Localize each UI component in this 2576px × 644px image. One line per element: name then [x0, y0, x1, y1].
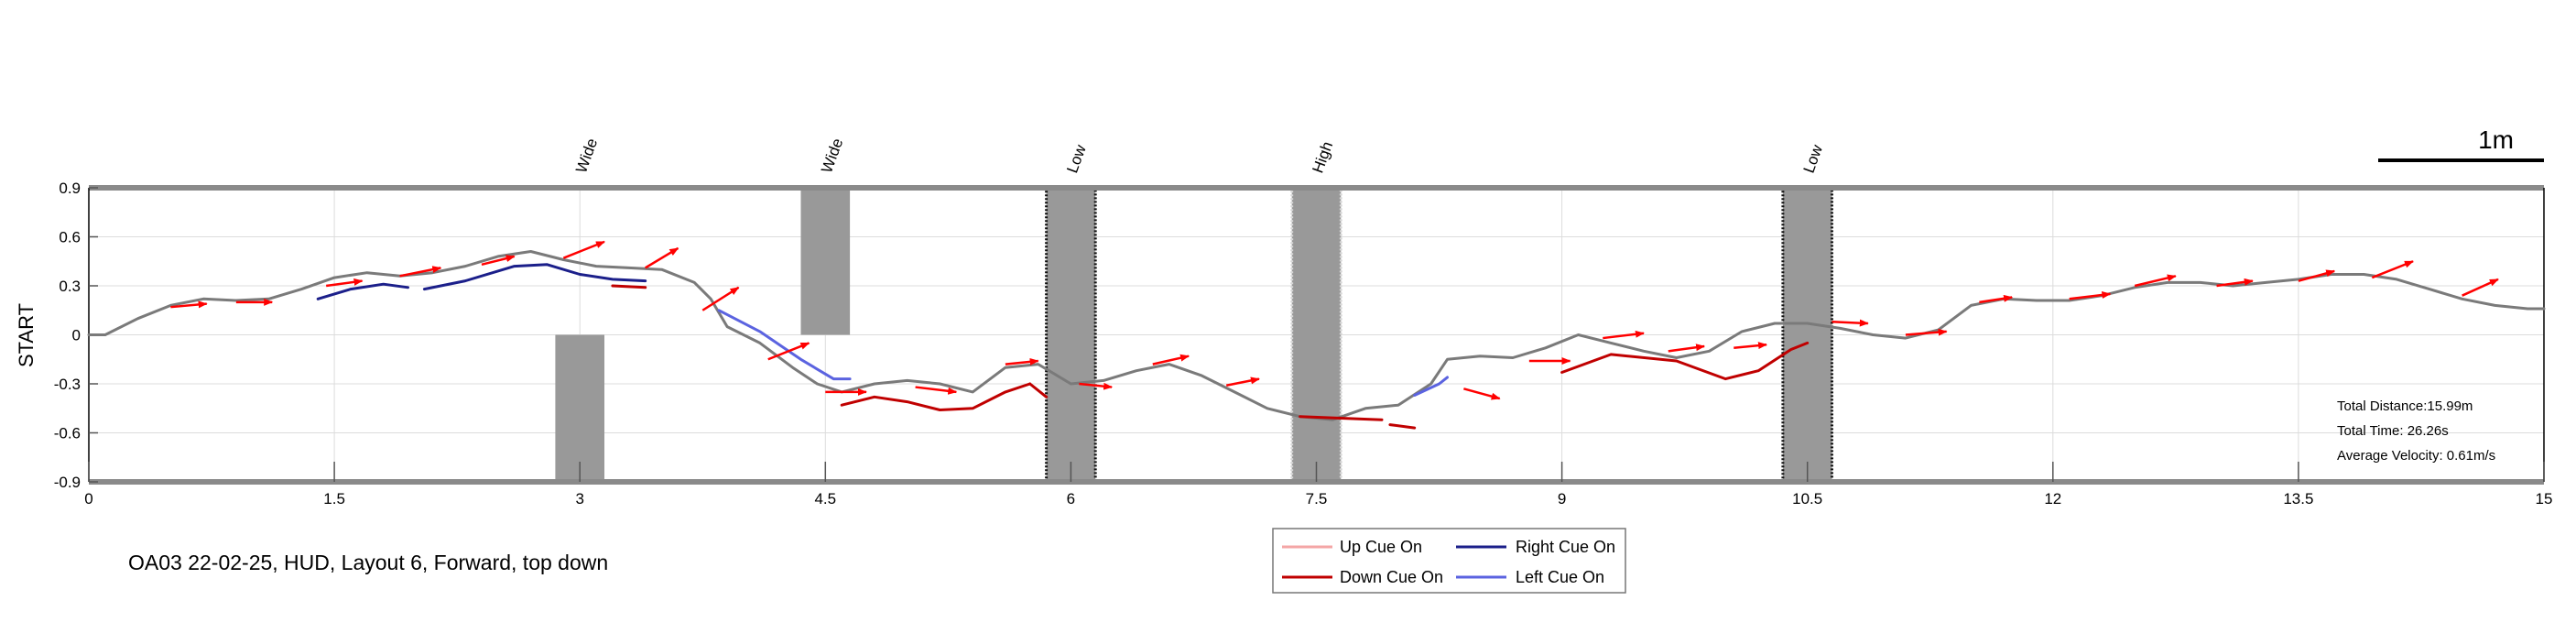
caption: OA03 22-02-25, HUD, Layout 6, Forward, t… [128, 551, 608, 574]
obstacle-label: Low [1063, 142, 1090, 175]
direction-arrow [2216, 278, 2254, 288]
obstacle-wide [800, 188, 851, 335]
cue-segment [611, 284, 647, 289]
obstacle-labels: Wide Wide Low High Low [572, 136, 1826, 175]
direction-arrow [1152, 354, 1190, 366]
stat-total-time: Total Time: 26.26s [2337, 423, 2449, 439]
direction-arrow [1668, 344, 1706, 353]
legend-box [1272, 528, 1626, 594]
y-tick-label: 0 [72, 327, 81, 344]
obstacle-low [1045, 186, 1097, 484]
x-tick-label: 15 [2536, 490, 2553, 508]
direction-arrow [562, 240, 605, 259]
obstacle-label: Wide [572, 136, 601, 175]
cue-segments [316, 263, 1810, 430]
cue-segment [1388, 423, 1417, 430]
direction-arrow [1005, 357, 1039, 366]
direction-arrow [701, 286, 740, 311]
cue-segment [1299, 415, 1384, 421]
direction-arrow [2069, 291, 2112, 300]
scale-bar: 1m [2378, 126, 2544, 162]
direction-arrow [1905, 328, 1948, 336]
direction-arrow [1603, 330, 1645, 340]
y-tick-label: -0.3 [54, 376, 81, 393]
y-tick-label: 0.9 [59, 180, 81, 197]
x-tick-label: 6 [1067, 490, 1075, 508]
obstacle-label: Wide [818, 136, 846, 175]
obstacle-wide [555, 334, 605, 482]
obstacle-label: High [1309, 139, 1336, 175]
direction-arrow [1463, 387, 1501, 400]
direction-arrow [1831, 319, 1869, 327]
x-tick-label: 7.5 [1306, 490, 1328, 508]
legend-item-right: Right Cue On [1456, 538, 1615, 556]
legend-item-up: Up Cue On [1282, 538, 1422, 556]
y-tick-label: 0.6 [59, 229, 81, 246]
x-tick-label: 13.5 [2283, 490, 2313, 508]
direction-arrow [2371, 260, 2414, 279]
cue-segment [1560, 341, 1810, 381]
stats-box: Total Distance:15.99m Total Time: 26.26s… [2337, 398, 2495, 464]
direction-arrow [481, 255, 516, 267]
cue-segment [1028, 382, 1049, 398]
cue-segment [316, 282, 409, 300]
y-tick-labels: 0.9 0.6 0.3 0 -0.3 -0.6 -0.9 [54, 180, 81, 491]
direction-arrows [170, 240, 2499, 400]
direction-arrow [767, 342, 810, 361]
scale-bar-label: 1m [2478, 126, 2514, 154]
x-tick-label: 12 [2044, 490, 2061, 508]
legend-label-right: Right Cue On [1516, 538, 1615, 556]
direction-arrow [1979, 294, 2014, 304]
stat-average-velocity: Average Velocity: 0.61m/s [2337, 448, 2495, 464]
legend-item-left: Left Cue On [1456, 568, 1604, 586]
direction-arrow [645, 246, 679, 269]
x-tick-label: 1.5 [323, 490, 345, 508]
stat-total-distance: Total Distance:15.99m [2337, 398, 2473, 414]
x-tick-label: 0 [84, 490, 92, 508]
direction-arrow [915, 386, 958, 395]
obstacle-low [1781, 186, 1834, 484]
legend-item-down: Down Cue On [1282, 568, 1443, 586]
cue-segment [717, 309, 852, 381]
y-tick-label: -0.9 [54, 474, 81, 491]
x-tick-labels: 0 1.5 3 4.5 6 7.5 9 10.5 12 13.5 15 [84, 490, 2552, 508]
legend: Up Cue On Right Cue On Down Cue On Left … [1272, 528, 1626, 594]
x-tick-label: 9 [1558, 490, 1566, 508]
x-tick-label: 10.5 [1792, 490, 1822, 508]
direction-arrow [325, 278, 364, 288]
top-boundary-band [89, 185, 2544, 191]
direction-arrow [2134, 274, 2177, 288]
obstacle-high [1290, 186, 1342, 484]
obstacle-label: Low [1800, 142, 1827, 175]
legend-label-down: Down Cue On [1340, 568, 1443, 586]
x-tick-label: 4.5 [814, 490, 836, 508]
legend-label-up: Up Cue On [1340, 538, 1422, 556]
direction-arrow [2298, 269, 2336, 282]
y-axis-label: START [15, 303, 38, 367]
cue-segment [840, 382, 1032, 411]
legend-label-left: Left Cue On [1516, 568, 1604, 586]
direction-arrow [2462, 278, 2499, 297]
cue-segment [422, 263, 647, 291]
direction-arrow [399, 266, 442, 278]
cue-segment [1413, 376, 1449, 397]
direction-arrow [170, 300, 208, 309]
x-tick-label: 3 [575, 490, 583, 508]
y-tick-label: -0.6 [54, 425, 81, 442]
direction-arrow [1734, 342, 1768, 350]
direction-arrow [1225, 377, 1260, 387]
y-tick-label: 0.3 [59, 278, 81, 295]
direction-arrow [1079, 382, 1114, 390]
